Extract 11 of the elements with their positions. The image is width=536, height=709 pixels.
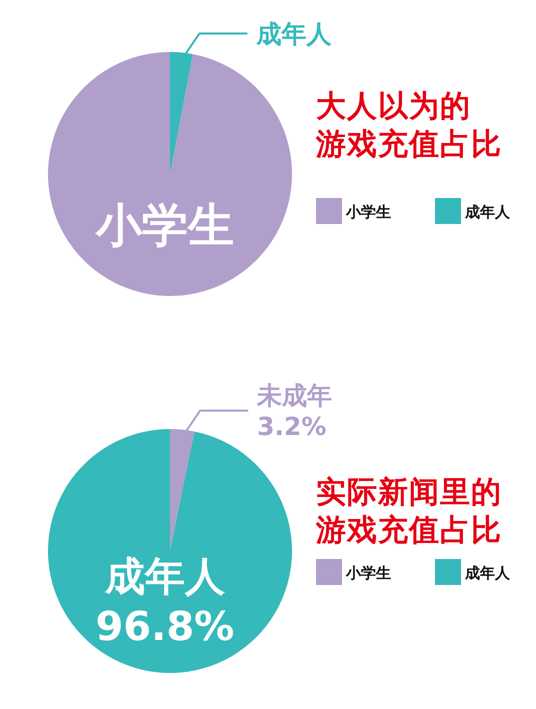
legend-label: 成年人 [464,203,511,221]
text: 实际新闻里的游戏充值占比 [315,475,502,548]
data-label: 成年人 [255,19,332,48]
legend-label: 小学生 [345,203,391,221]
data-label: 未成年 3.2% [256,380,332,441]
data-label: 小学生 [94,198,234,252]
legend-label: 小学生 [345,564,391,582]
pie-slice [48,52,292,296]
text: 大人以为的游戏充值占比 [315,89,502,162]
legend-label: 成年人 [464,564,511,582]
data-label: 成年人 96.8% [95,554,234,650]
